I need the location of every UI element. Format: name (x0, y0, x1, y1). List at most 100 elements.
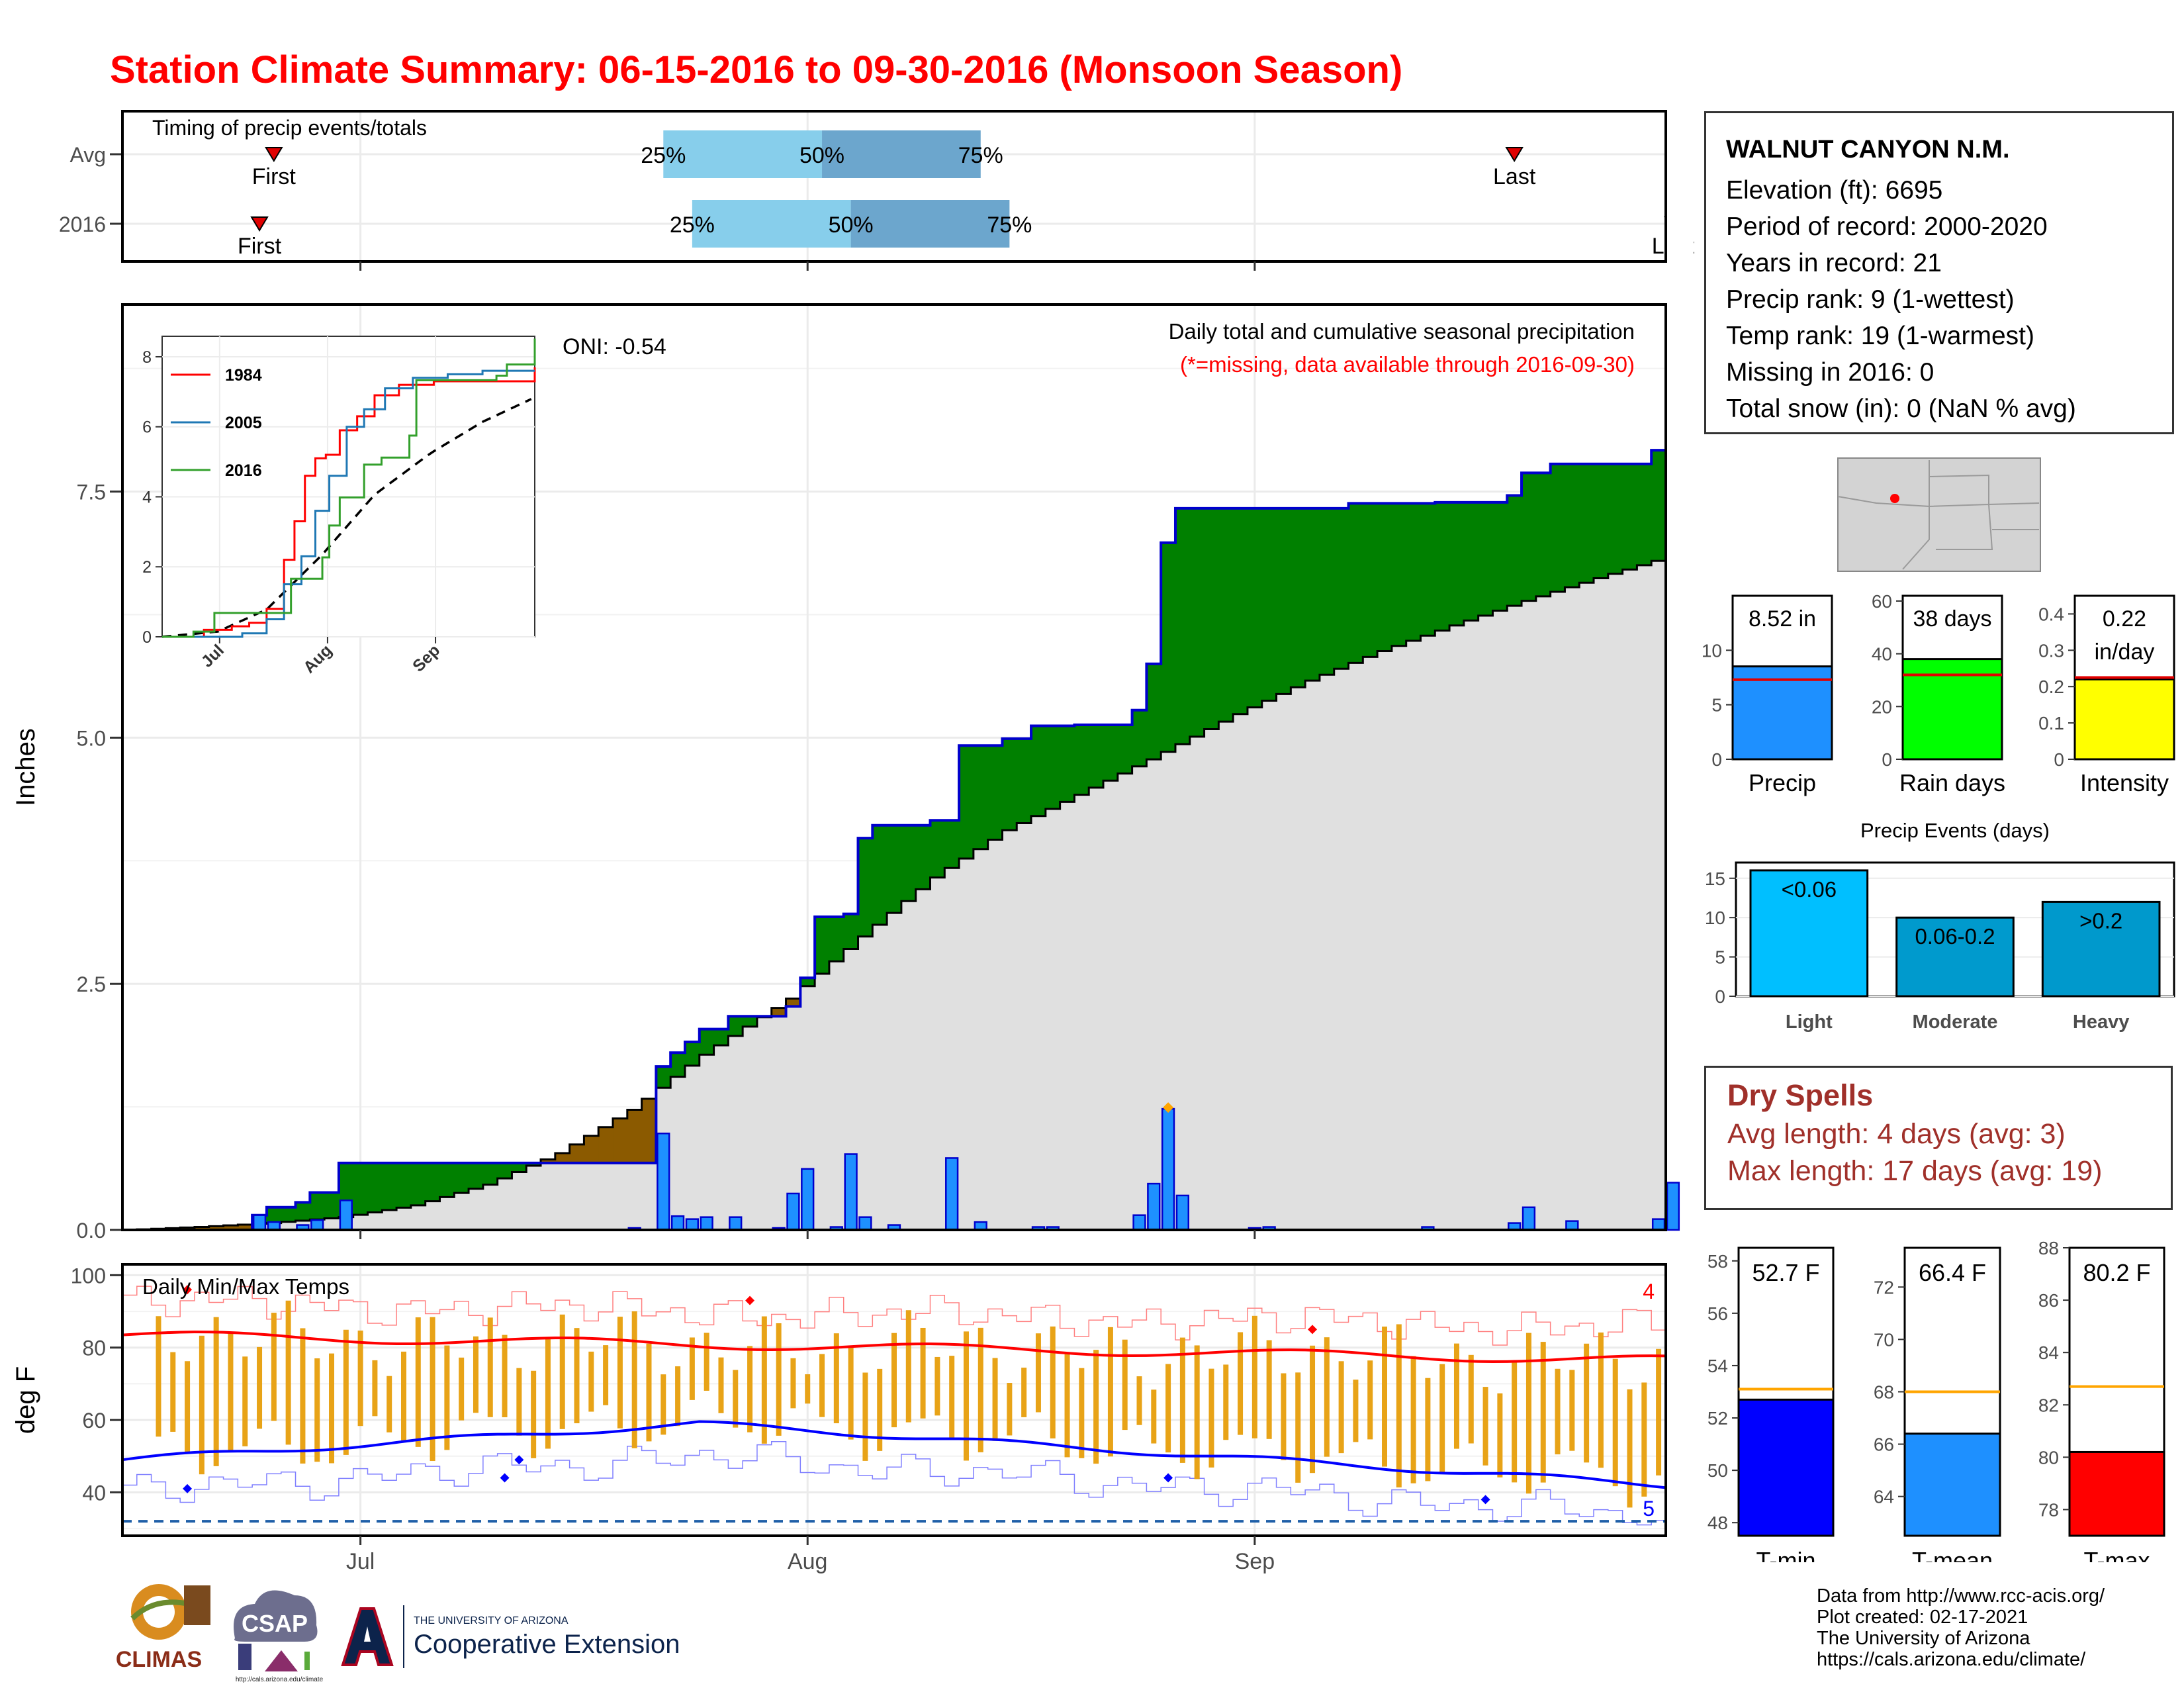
daily-precip-bar (1651, 1218, 1666, 1231)
above-average-area (1651, 450, 1666, 561)
temp-ytick-label: 40 (82, 1481, 106, 1505)
daily-temp-range-bar (963, 1331, 969, 1461)
daily-temp-range-bar (1569, 1370, 1575, 1451)
inset-ytick-label: 0 (142, 628, 152, 647)
above-average-area (439, 1162, 455, 1197)
summary-bar-ytick-label: 0.3 (2038, 640, 2064, 661)
above-average-area (1377, 503, 1392, 651)
above-average-area (915, 825, 931, 890)
summary-bar-ytick-label: 52 (1707, 1408, 1728, 1429)
above-average-area (324, 1192, 340, 1219)
above-average-area (526, 1162, 541, 1166)
station-name: WALNUT CANYON N.M. (1726, 136, 2010, 164)
timing-q25-q50-bar (663, 130, 823, 178)
daily-temp-range-bar (790, 1358, 796, 1409)
above-average-area (353, 1162, 369, 1215)
daily-temp-range-bar (1310, 1345, 1316, 1474)
summary-bar-ytick-label: 0.1 (2038, 713, 2064, 733)
above-average-area (1579, 463, 1594, 583)
inset-legend-label: 2005 (225, 414, 262, 432)
record-high-line (122, 1286, 1666, 1346)
daily-temp-range-bar (733, 1370, 739, 1428)
above-average-area (1146, 663, 1161, 760)
climatology-area (122, 561, 1666, 1230)
above-average-area (1363, 503, 1378, 657)
daily-temp-range-bar (819, 1354, 825, 1417)
above-average-area (800, 978, 815, 986)
daily-precip-bar (339, 1199, 353, 1231)
daily-temp-range-bar (877, 1368, 883, 1451)
above-average-area (1161, 542, 1176, 752)
inset-series-line (162, 369, 535, 638)
below-average-area (223, 1225, 238, 1230)
above-average-area (497, 1162, 513, 1179)
summary-bar-category: Rain days (1899, 769, 2005, 796)
credits: Data from http://www.rcc-acis.org/ Plot … (1817, 1585, 2105, 1670)
above-average-area (1637, 463, 1652, 565)
daily-precip-bar (945, 1157, 959, 1231)
ua-logo: THE UNIVERSITY OF ARIZONA Cooperative Ex… (341, 1605, 680, 1668)
precip-annotation-missing: (*=missing, data available through 2016-… (1180, 352, 1635, 377)
timing-last-marker (1505, 147, 1524, 162)
summary-bar-value-label: 52.7 F (1752, 1259, 1819, 1286)
precip-ytick-label: 2.5 (77, 972, 106, 996)
daily-temp-range-bar (1656, 1348, 1662, 1476)
temp-xtick-label: Aug (788, 1549, 828, 1574)
above-average-area (987, 745, 1003, 840)
daily-temp-range-bar (285, 1300, 291, 1445)
below-average-area (569, 1144, 585, 1163)
events-ytick-label: 15 (1705, 868, 1725, 889)
record-high-count: 4 (1643, 1280, 1655, 1303)
above-average-area (1334, 508, 1349, 669)
above-average-area (425, 1162, 441, 1201)
above-average-area (310, 1192, 325, 1220)
station-period: Period of record: 2000-2020 (1726, 212, 2048, 241)
inset-panel (161, 336, 535, 637)
above-average-area (1247, 508, 1263, 708)
above-average-area (1017, 738, 1032, 823)
summary-bar-category: T-mean (1912, 1547, 1993, 1562)
above-average-area (1319, 508, 1335, 675)
daily-temp-range-bar (848, 1346, 854, 1440)
above-average-area (743, 1016, 758, 1027)
summary-bar-ytick-label: 50 (1707, 1460, 1728, 1481)
timing-q50-q75-bar (822, 130, 981, 178)
precip-ylabel: Inches (11, 728, 40, 806)
summary-bar-ytick-label: 5 (1711, 695, 1722, 716)
climas-logo: CLIMAS (116, 1584, 210, 1672)
station-location-marker (1890, 494, 1899, 503)
summary-bar-ytick-label: 70 (1874, 1329, 1894, 1350)
summary-bar-category: T-min (1756, 1547, 1816, 1562)
credit-plot-created: Plot created: 02-17-2021 (1817, 1607, 2028, 1628)
summary-bar (2073, 678, 2175, 761)
above-average-area (482, 1162, 498, 1185)
above-average-area (410, 1162, 426, 1205)
daily-temp-range-bar (949, 1356, 955, 1439)
above-average-area (1391, 503, 1407, 646)
page-title: Station Climate Summary: 06-15-2016 to 0… (110, 48, 1403, 91)
events-ytick-label: 10 (1705, 908, 1725, 928)
daily-temp-range-bar (1007, 1383, 1013, 1436)
record-low-marker (183, 1483, 193, 1493)
summary-bar-ytick-label: 60 (1872, 591, 1892, 612)
daily-temp-range-bar (1512, 1362, 1518, 1483)
daily-temp-range-bar (213, 1317, 219, 1466)
timing-quartile-label: 50% (799, 143, 844, 168)
summary-bar-value-label: 38 days (1913, 606, 1991, 632)
station-years: Years in record: 21 (1726, 249, 1942, 277)
daily-temp-range-bar (1453, 1343, 1459, 1449)
daily-temp-range-bar (156, 1316, 161, 1437)
below-average-area (208, 1226, 224, 1230)
oni-label: ONI: -0.54 (563, 334, 666, 359)
daily-temp-range-bar (1425, 1378, 1431, 1481)
daily-temp-range-bar (631, 1311, 637, 1448)
below-average-area (541, 1159, 556, 1163)
daily-temp-range-bar (1439, 1364, 1445, 1474)
above-average-area (454, 1162, 469, 1194)
above-average-area (1420, 503, 1435, 636)
daily-temp-range-bar (1179, 1337, 1185, 1463)
daily-temp-range-bar (1251, 1315, 1257, 1438)
above-average-area (1218, 508, 1234, 722)
above-average-area (1060, 726, 1075, 802)
daily-temp-range-bar (1035, 1333, 1041, 1413)
